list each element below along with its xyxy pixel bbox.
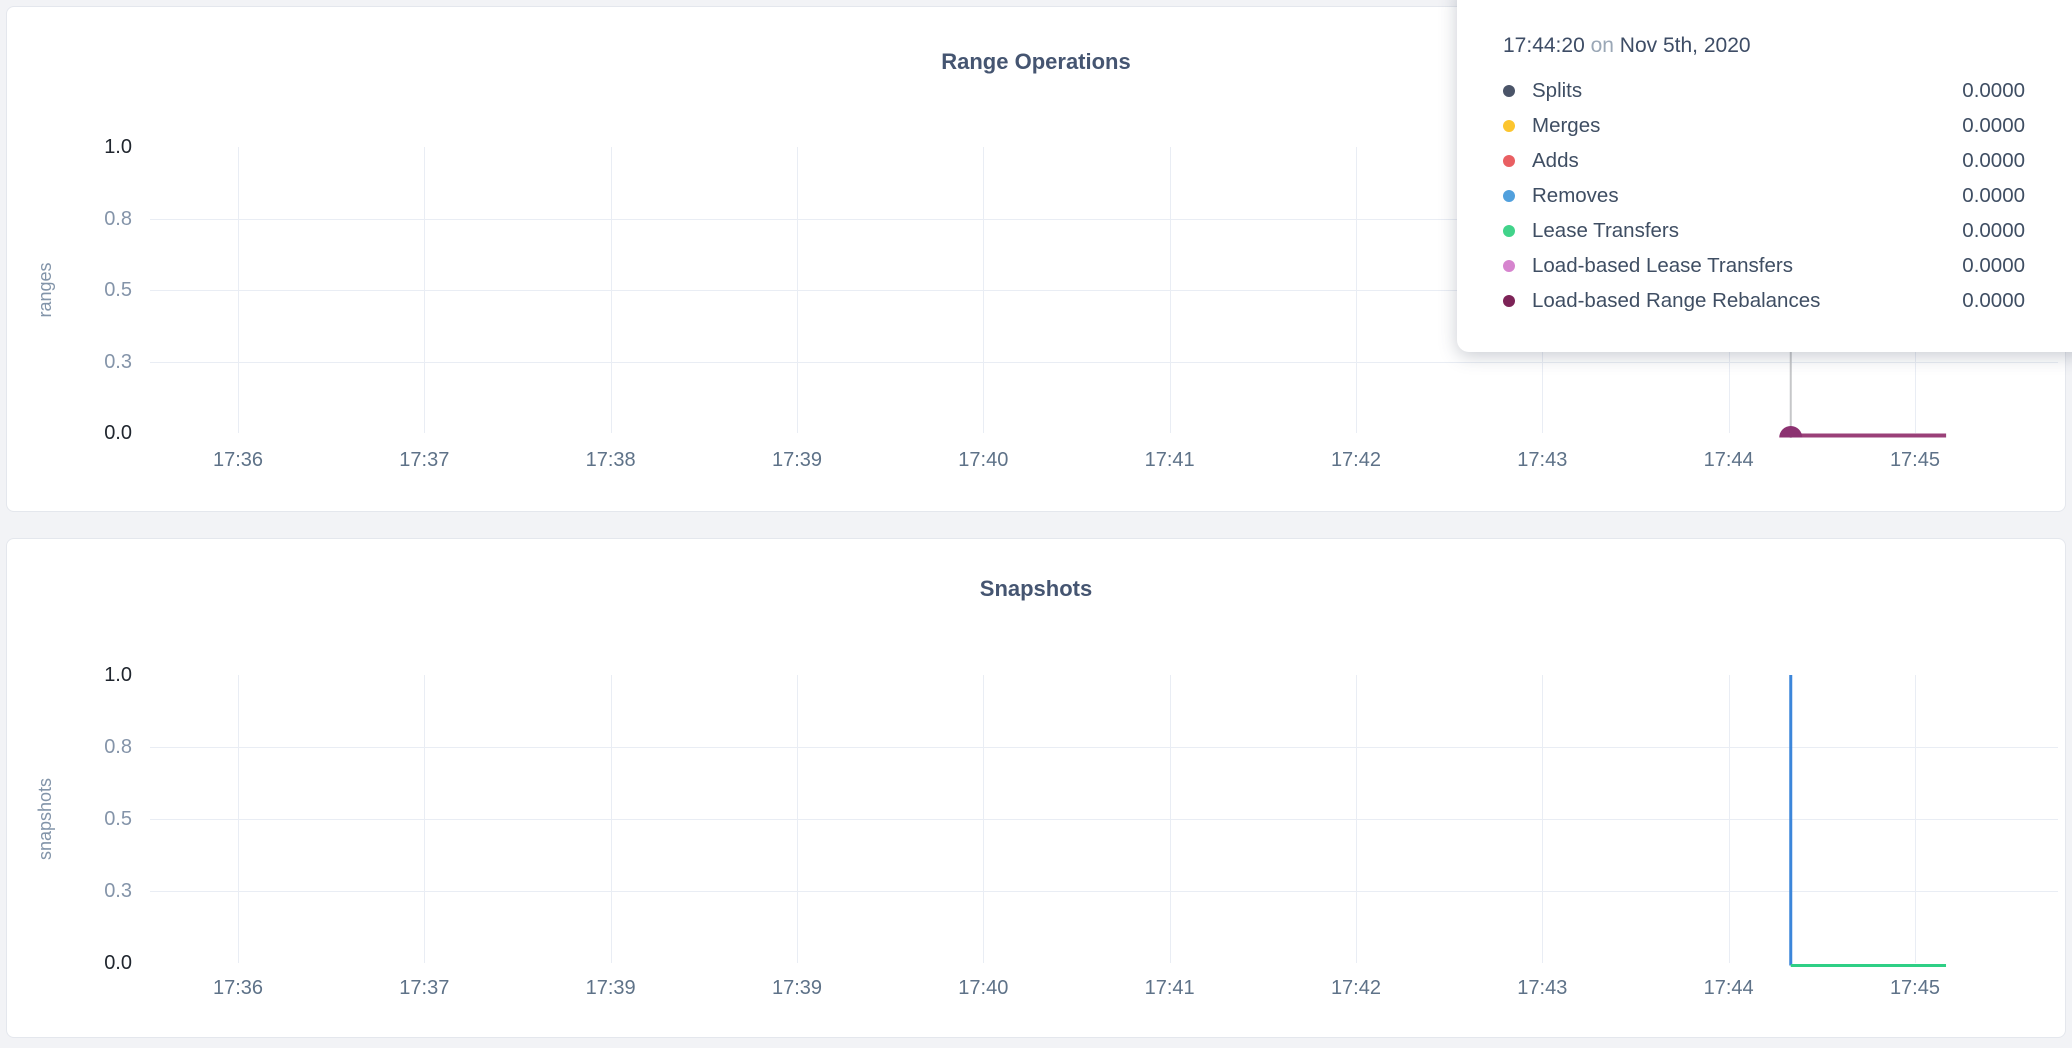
x-tick-label: 17:45 [1889, 977, 1940, 999]
legend-label: Merges [1532, 113, 1601, 137]
hover-tooltip: 17:44:20 on Nov 5th, 2020 Splits 0.0000 Me… [1457, 0, 2072, 352]
v-gridline [610, 675, 612, 963]
tooltip-date: Nov 5th, 2020 [1619, 34, 1751, 57]
legend-dot-icon [1503, 294, 1515, 307]
y-axis-label-ranges: ranges [35, 262, 55, 318]
tooltip-conjunction: on [1590, 34, 1614, 57]
legend-label: Load-based Range Rebalances [1532, 288, 1821, 312]
v-gridline [238, 147, 239, 433]
tooltip-time: 17:44:20 [1503, 34, 1585, 57]
v-gridline [796, 675, 798, 963]
tooltip-header: 17:44:20 on Nov 5th, 2020 [1503, 32, 2025, 60]
x-tick-label: 17:39 [771, 977, 823, 999]
h-gridline [150, 819, 2058, 820]
legend-value: 0.0000 [1962, 253, 2025, 277]
y-tick-label: 0.3 [104, 880, 132, 902]
legend-rows: Splits 0.0000 Merges 0.0000 Adds 0.0000 Remove… [1503, 73, 2025, 318]
y-tick-label: 0.5 [104, 279, 132, 301]
legend-label: Splits [1532, 78, 1583, 102]
v-gridline [1542, 675, 1544, 963]
legend-row: Adds 0.0000 [1503, 143, 2025, 178]
v-gridline [424, 147, 426, 433]
legend-row: Removes 0.0000 [1503, 178, 2025, 213]
v-gridline [1355, 147, 1357, 433]
x-tick-label: 17:37 [399, 977, 450, 999]
legend-label: Load-based Lease Transfers [1532, 253, 1793, 277]
x-tick-label: 17:43 [1517, 449, 1568, 471]
x-tick-label: 17:44 [1703, 977, 1754, 999]
v-gridline [424, 675, 426, 963]
x-tick-label: 17:44 [1703, 449, 1754, 471]
legend-value: 0.0000 [1962, 183, 2025, 207]
v-gridline [1914, 675, 1916, 963]
chart-title-range-operations: Range Operations [941, 49, 1131, 74]
snapshots-plot-area[interactable] [150, 675, 2058, 965]
chart-title-snapshots: Snapshots [979, 576, 1093, 601]
legend-row: Splits 0.0000 [1503, 73, 2025, 108]
v-gridline [796, 147, 798, 433]
y-tick-label: 1.0 [104, 664, 132, 686]
legend-row: Load-based Lease Transfers 0.0000 [1503, 248, 2025, 283]
v-gridline [1355, 675, 1357, 963]
y-tick-label: 0.5 [104, 808, 132, 830]
y-axis-label-snapshots: snapshots [35, 777, 55, 861]
legend-value: 0.0000 [1962, 78, 2025, 102]
h-gridline [150, 218, 2058, 220]
v-gridline [1169, 147, 1171, 433]
v-gridline [1169, 675, 1171, 963]
x-tick-label: 17:42 [1330, 449, 1381, 471]
x-tick-label: 17:41 [1144, 449, 1195, 471]
legend-dot-icon [1503, 154, 1515, 167]
legend-value: 0.0000 [1962, 113, 2025, 137]
legend-label: Lease Transfers [1532, 218, 1679, 242]
legend-label: Removes [1532, 183, 1619, 207]
x-tick-label: 17:39 [585, 977, 636, 999]
legend-dot-icon [1503, 189, 1515, 202]
v-gridline [983, 675, 985, 963]
x-tick-label: 17:43 [1517, 977, 1568, 999]
legend-dot-icon [1503, 119, 1515, 132]
h-gridline [150, 361, 2058, 363]
legend-row: Load-based Range Rebalances 0.0000 [1503, 283, 2025, 318]
legend-value: 0.0000 [1962, 218, 2025, 242]
x-tick-label: 17:40 [958, 977, 1009, 999]
x-tick-label: 17:45 [1889, 449, 1940, 471]
v-gridline [983, 147, 985, 433]
legend-row: Merges 0.0000 [1503, 108, 2025, 143]
v-gridline [1728, 675, 1730, 963]
x-tick-label: 17:39 [771, 449, 823, 471]
legend-dot-icon [1503, 224, 1515, 237]
x-tick-label: 17:40 [958, 449, 1009, 471]
v-gridline [238, 675, 239, 963]
h-gridline [150, 891, 2058, 892]
y-tick-label: 1.0 [104, 136, 132, 158]
y-tick-label: 0.8 [104, 736, 132, 758]
h-gridline [150, 290, 2058, 291]
x-tick-label: 17:37 [399, 449, 450, 471]
x-tick-label: 17:41 [1144, 977, 1195, 999]
legend-value: 0.0000 [1962, 288, 2025, 312]
legend-dot-icon [1503, 84, 1515, 97]
legend-label: Adds [1532, 148, 1579, 172]
y-tick-label: 0.0 [104, 422, 132, 444]
x-tick-label: 17:38 [585, 449, 636, 471]
snapshots-card [6, 538, 2066, 1038]
legend-dot-icon [1503, 259, 1515, 272]
h-gridline [150, 747, 2058, 748]
v-gridline [610, 147, 612, 433]
x-tick-label: 17:42 [1330, 977, 1381, 999]
legend-value: 0.0000 [1962, 148, 2025, 172]
x-tick-label: 17:36 [212, 977, 264, 999]
y-tick-label: 0.3 [104, 350, 132, 373]
y-tick-label: 0.8 [104, 207, 132, 230]
legend-row: Lease Transfers 0.0000 [1503, 213, 2025, 248]
x-tick-label: 17:36 [212, 449, 264, 471]
y-tick-label: 0.0 [104, 952, 132, 974]
